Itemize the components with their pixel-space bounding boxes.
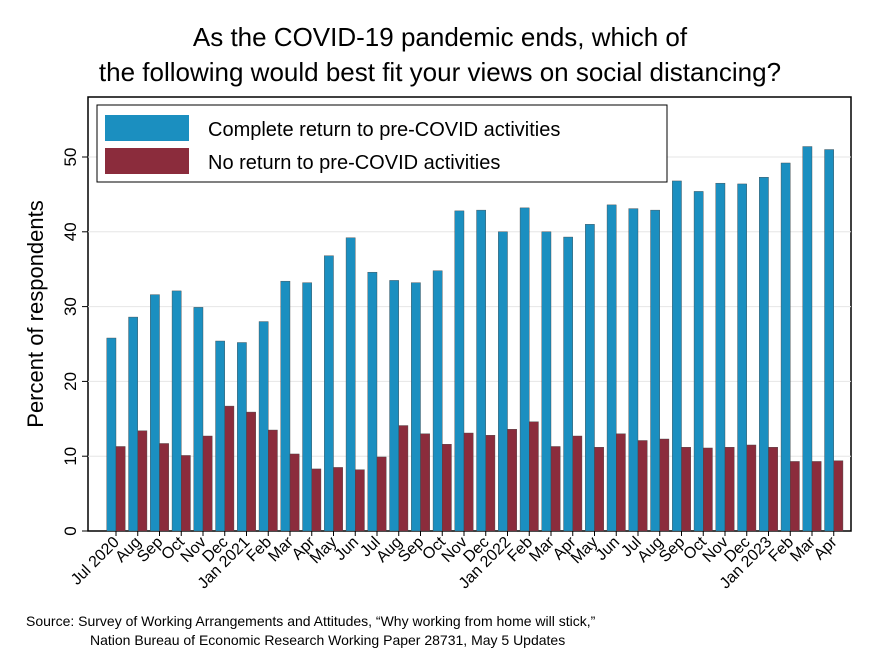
bar-complete-return bbox=[302, 282, 312, 532]
y-tick-label: 40 bbox=[61, 222, 80, 241]
bar-no-return bbox=[398, 425, 409, 532]
bar-no-return bbox=[659, 438, 670, 532]
bar-complete-return bbox=[476, 209, 486, 532]
bar-no-return bbox=[159, 443, 169, 532]
bar-complete-return bbox=[498, 231, 508, 532]
bar-no-return bbox=[181, 455, 191, 532]
bar-no-return bbox=[463, 432, 474, 532]
source-note-line-2: Nation Bureau of Economic Research Worki… bbox=[90, 632, 566, 648]
y-tick-label: 10 bbox=[61, 447, 80, 466]
bar-complete-return bbox=[128, 316, 138, 532]
legend-swatch-complete-return bbox=[105, 115, 189, 141]
bar-complete-return bbox=[737, 183, 747, 532]
bar-no-return bbox=[115, 446, 126, 532]
legend-swatch-no-return bbox=[105, 148, 189, 174]
bar-complete-return bbox=[693, 191, 704, 532]
bar-complete-return bbox=[824, 149, 834, 532]
bar-complete-return bbox=[258, 321, 269, 532]
source-note-line-1: Source: Survey of Working Arrangements a… bbox=[26, 613, 596, 629]
bar-no-return bbox=[333, 467, 343, 532]
bar-complete-return bbox=[345, 237, 356, 532]
bar-complete-return bbox=[802, 146, 813, 532]
bar-no-return bbox=[703, 447, 713, 532]
bar-no-return bbox=[790, 461, 800, 532]
bar-complete-return bbox=[519, 207, 530, 532]
bar-no-return bbox=[746, 444, 757, 532]
bar-no-return bbox=[246, 411, 256, 532]
bar-no-return bbox=[768, 447, 778, 532]
bar-complete-return bbox=[759, 176, 769, 532]
chart-title: As the COVID-19 pandemic ends, which of … bbox=[0, 20, 880, 90]
bar-no-return bbox=[442, 444, 452, 532]
y-axis: 0 10 20 30 40 50 bbox=[61, 148, 88, 536]
legend: Complete return to pre-COVID activities … bbox=[96, 104, 668, 183]
y-tick-label: 0 bbox=[61, 526, 80, 535]
bar-complete-return bbox=[280, 280, 291, 532]
bar-no-return bbox=[311, 468, 322, 532]
bar-no-return bbox=[420, 433, 430, 532]
bar-complete-return bbox=[585, 224, 595, 532]
bar-no-return bbox=[529, 421, 539, 532]
bars bbox=[106, 146, 844, 532]
x-tick-label: Apr bbox=[811, 533, 841, 563]
bar-complete-return bbox=[432, 270, 443, 532]
x-tick-label: Jul 2020 bbox=[68, 534, 123, 589]
bar-no-return bbox=[137, 430, 148, 532]
legend-label-no-return: No return to pre-COVID activities bbox=[208, 152, 500, 174]
bar-no-return bbox=[202, 435, 213, 532]
bar-complete-return bbox=[541, 231, 552, 532]
chart-title-line-2: the following would best fit your views … bbox=[98, 57, 782, 87]
bar-complete-return bbox=[715, 182, 726, 532]
bar-no-return bbox=[224, 405, 235, 532]
bar-complete-return bbox=[672, 180, 682, 532]
bar-no-return bbox=[376, 456, 387, 532]
bar-complete-return bbox=[650, 209, 660, 532]
bar-complete-return bbox=[215, 340, 225, 532]
y-tick-label: 50 bbox=[61, 148, 80, 167]
bar-no-return bbox=[594, 447, 604, 532]
bar-complete-return bbox=[324, 255, 334, 532]
bar-complete-return bbox=[454, 210, 465, 532]
bar-complete-return bbox=[367, 271, 378, 532]
bar-no-return bbox=[724, 447, 735, 532]
bar-no-return bbox=[681, 447, 691, 532]
legend-label-complete-return: Complete return to pre-COVID activities bbox=[208, 119, 560, 141]
bar-no-return bbox=[572, 435, 583, 532]
bar-complete-return bbox=[606, 204, 617, 532]
bar-no-return bbox=[811, 461, 822, 532]
bar-no-return bbox=[637, 440, 648, 532]
bar-no-return bbox=[616, 433, 626, 532]
bar-no-return bbox=[550, 446, 561, 532]
bar-complete-return bbox=[237, 342, 247, 532]
bar-complete-return bbox=[171, 290, 182, 532]
bar-no-return bbox=[833, 460, 844, 532]
bar-no-return bbox=[268, 429, 278, 532]
y-axis-title: Percent of respondents bbox=[23, 200, 48, 427]
bar-no-return bbox=[507, 429, 517, 532]
y-tick-label: 30 bbox=[61, 297, 80, 316]
bar-complete-return bbox=[411, 282, 421, 532]
bar-complete-return bbox=[150, 294, 160, 532]
legend-box bbox=[96, 104, 668, 183]
bar-complete-return bbox=[628, 208, 639, 532]
bar-complete-return bbox=[780, 162, 791, 532]
bar-complete-return bbox=[389, 280, 399, 532]
bar-no-return bbox=[289, 453, 300, 532]
bar-complete-return bbox=[193, 307, 204, 532]
bar-complete-return bbox=[106, 337, 117, 532]
bar-no-return bbox=[485, 435, 496, 532]
bar-complete-return bbox=[563, 236, 573, 532]
bar-no-return bbox=[355, 469, 365, 532]
chart-title-line-1: As the COVID-19 pandemic ends, which of bbox=[192, 22, 688, 52]
source-note: Source: Survey of Working Arrangements a… bbox=[26, 612, 595, 650]
y-tick-label: 20 bbox=[61, 372, 80, 391]
